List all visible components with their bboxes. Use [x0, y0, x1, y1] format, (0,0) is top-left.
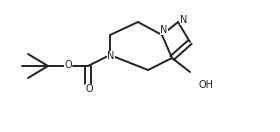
Text: N: N: [107, 51, 115, 61]
Text: O: O: [85, 84, 93, 94]
Text: N: N: [160, 25, 168, 35]
Text: O: O: [64, 60, 72, 70]
Text: N: N: [180, 15, 188, 25]
Text: OH: OH: [199, 80, 213, 90]
